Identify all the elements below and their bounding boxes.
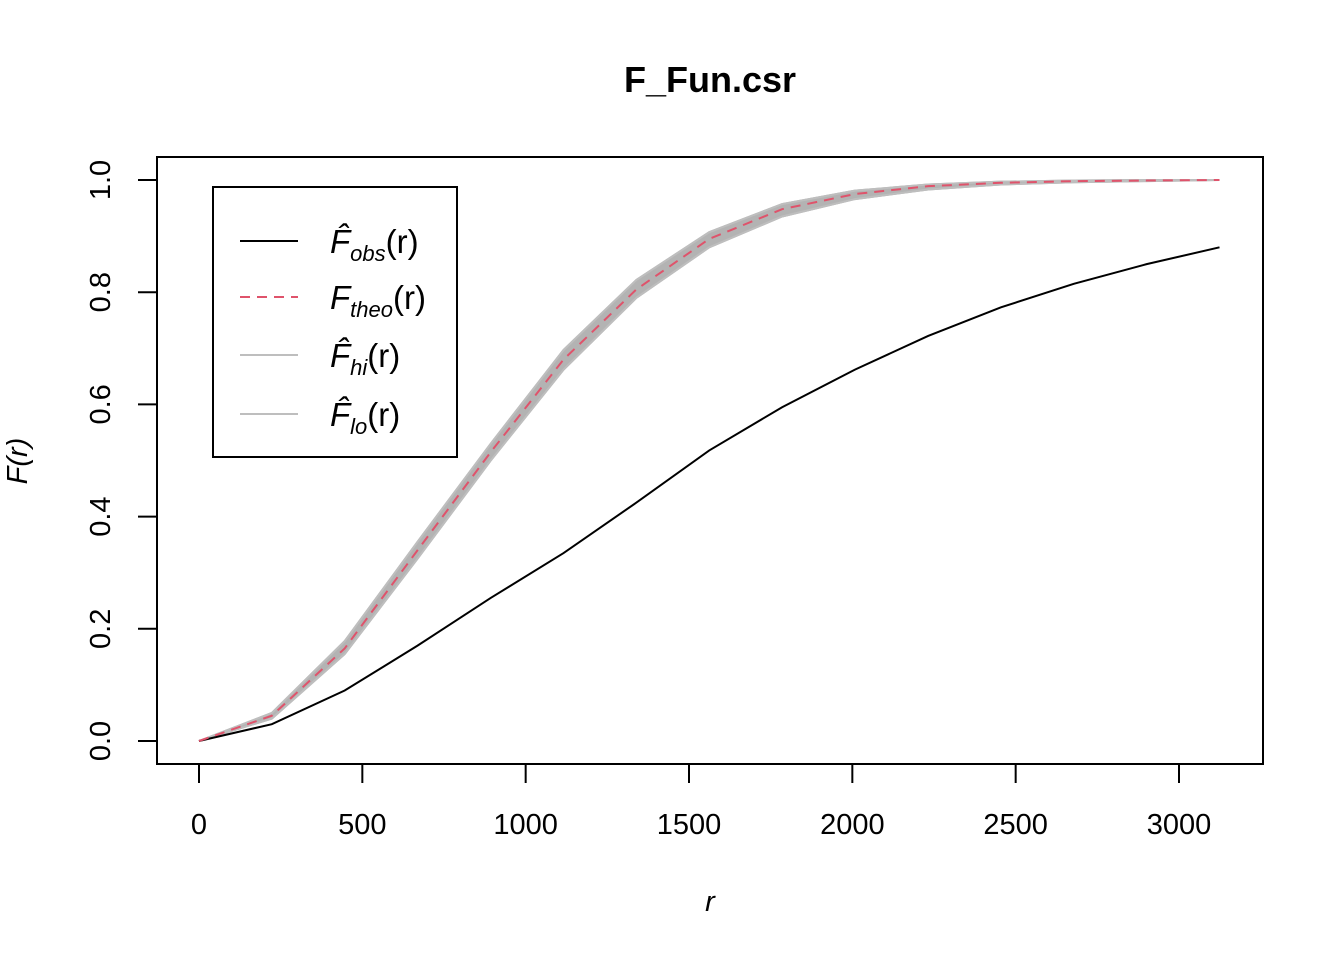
x-tick-label: 1000 [493,809,558,841]
x-axis-label: r [705,886,716,918]
legend-label: F̂obs(r) [330,223,419,266]
legend-label: F̂hi(r) [330,337,400,380]
x-tick-label: 500 [338,809,386,841]
y-axis: 0.0 0.2 0.4 0.6 0.8 1.0 [85,160,158,761]
y-tick-label: 0.6 [85,384,117,424]
series-layer [198,179,1220,742]
x-tick-label: 0 [191,809,207,841]
series-line-0 [198,246,1220,742]
y-axis-label: F(r) [2,438,34,485]
y-tick-label: 1.0 [85,160,117,200]
legend-label: Ftheo(r) [330,279,426,322]
legend-item-0: F̂obs(r) [240,223,419,266]
legend-item-2: F̂hi(r) [240,337,400,380]
x-tick-label: 2000 [820,809,885,841]
x-tick-label: 3000 [1147,809,1212,841]
x-axis: 0 500 1000 1500 2000 2500 3000 [191,763,1212,841]
y-tick-label: 0.8 [85,272,117,312]
legend-item-1: Ftheo(r) [240,279,426,322]
x-tick-label: 2500 [983,809,1048,841]
legend-label: F̂lo(r) [330,396,400,439]
legend-box [212,186,458,458]
series-line-3 [198,179,1220,742]
legend: F̂obs(r) Ftheo(r) F̂hi(r) F̂lo(r) [212,186,458,458]
legend-item-3: F̂lo(r) [240,396,400,439]
y-tick-label: 0.2 [85,609,117,649]
chart-title: F_Fun.csr [624,59,796,100]
series-line-1 [198,179,1220,742]
y-tick-label: 0.4 [85,496,117,536]
y-tick-label: 0.0 [85,721,117,761]
x-tick-label: 1500 [657,809,722,841]
